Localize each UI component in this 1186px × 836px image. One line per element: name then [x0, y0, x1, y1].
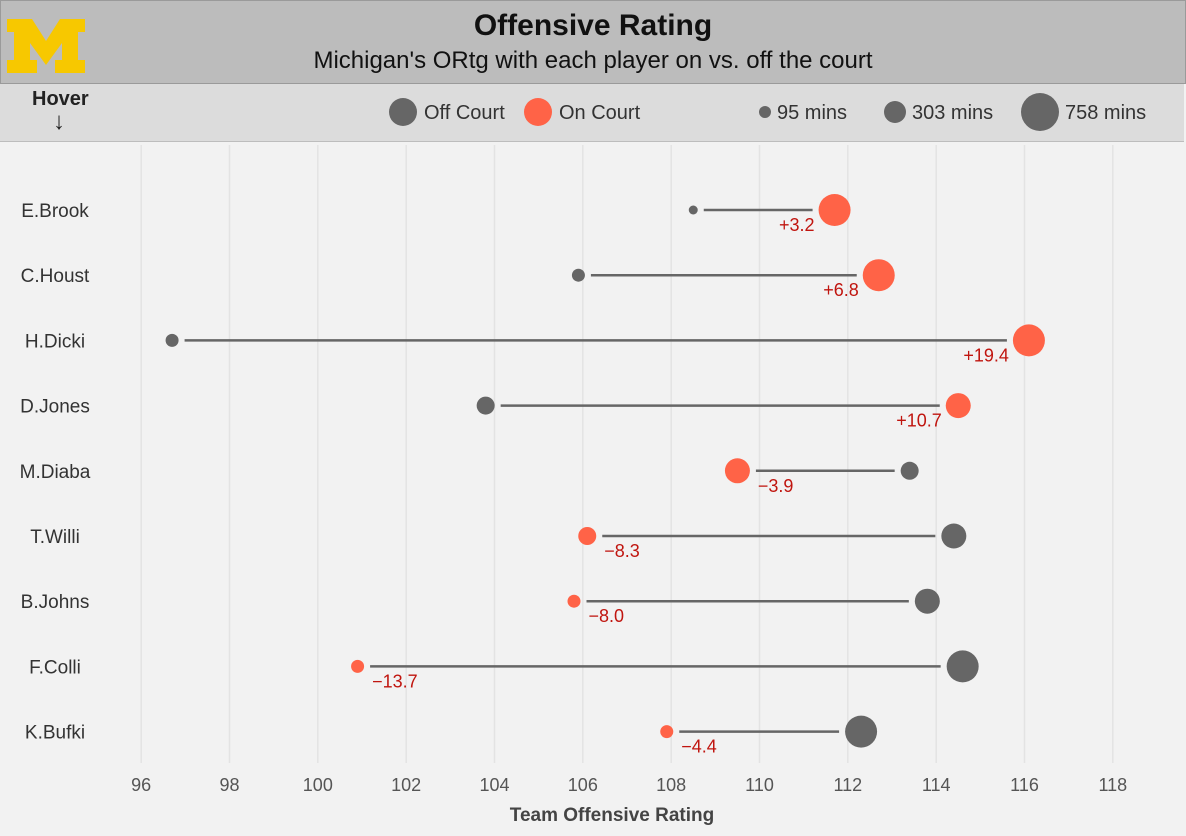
on-court-dot[interactable]	[578, 527, 597, 545]
legend-size-swatch	[884, 101, 906, 123]
player-name: H.Dicki	[25, 331, 85, 352]
x-tick-label: 116	[1010, 775, 1039, 795]
legend-size-swatch	[759, 106, 771, 118]
player-name: B.Johns	[21, 592, 90, 613]
off-court-dot[interactable]	[476, 396, 495, 415]
off-court-dot[interactable]	[845, 715, 878, 748]
x-tick-label: 102	[391, 775, 421, 795]
player-rows: E.Brook +3.2 C.Houst +6.8 H.Dicki +19.4 D.Jone…	[20, 194, 1045, 757]
legend-color-swatch	[524, 98, 552, 126]
x-tick-label: 110	[745, 775, 774, 795]
x-axis-title: Team Offensive Rating	[510, 805, 714, 826]
off-court-dot[interactable]	[914, 588, 940, 614]
player-row[interactable]: D.Jones +10.7	[20, 393, 971, 431]
on-court-dot[interactable]	[945, 393, 971, 419]
x-axis-ticks: 96 98 100 102 104 106 108 110 112 114 116 118	[131, 775, 1127, 795]
hover-label[interactable]: Hover	[32, 88, 89, 110]
x-tick-label: 118	[1098, 775, 1127, 795]
on-court-dot[interactable]	[724, 458, 750, 484]
x-tick-label: 96	[131, 775, 151, 795]
legend-color-label: Off Court	[424, 102, 505, 124]
on-court-dot[interactable]	[351, 659, 365, 673]
player-name: M.Diaba	[20, 462, 91, 483]
arrow-down-icon: ↓	[53, 108, 65, 135]
difference-label: +10.7	[896, 411, 942, 431]
legend: Off Court On Court 95 mins 303 mins 758 mins	[389, 93, 1146, 131]
legend-size-label: 303 mins	[912, 102, 993, 124]
player-name: K.Bufki	[25, 723, 85, 744]
legend-size-label: 758 mins	[1065, 102, 1146, 124]
on-court-dot[interactable]	[660, 725, 674, 739]
x-tick-label: 98	[219, 775, 239, 795]
player-row[interactable]: T.Willi −8.3	[30, 523, 967, 562]
player-row[interactable]: K.Bufki −4.4	[25, 715, 878, 757]
legend-size-label: 95 mins	[777, 102, 847, 124]
x-tick-label: 106	[568, 775, 598, 795]
difference-label: −4.4	[681, 737, 717, 757]
x-tick-label: 112	[833, 775, 862, 795]
difference-label: −13.7	[372, 671, 418, 691]
x-tick-label: 114	[922, 775, 951, 795]
title-bar: Offensive Rating Michigan's ORtg with ea…	[0, 0, 1186, 84]
player-row[interactable]: E.Brook +3.2	[21, 194, 851, 235]
legend-color-label: On Court	[559, 102, 641, 124]
x-tick-label: 100	[303, 775, 333, 795]
player-row[interactable]: F.Colli −13.7	[29, 650, 979, 691]
off-court-dot[interactable]	[900, 461, 919, 480]
player-row[interactable]: B.Johns −8.0	[21, 588, 940, 627]
grid-lines	[140, 145, 1114, 763]
player-row[interactable]: H.Dicki +19.4	[25, 324, 1045, 365]
on-court-dot[interactable]	[1012, 324, 1045, 357]
on-court-dot[interactable]	[862, 259, 895, 292]
michigan-logo-icon	[7, 19, 85, 73]
chart-subtitle: Michigan's ORtg with each player on vs. …	[313, 47, 873, 74]
legend-size-swatch	[1021, 93, 1059, 131]
on-court-dot[interactable]	[567, 594, 581, 608]
player-name: D.Jones	[20, 397, 90, 418]
player-name: T.Willi	[30, 527, 80, 548]
player-row[interactable]: C.Houst +6.8	[21, 259, 895, 300]
difference-label: +6.8	[823, 280, 859, 300]
on-court-dot[interactable]	[818, 194, 851, 226]
off-court-dot[interactable]	[941, 523, 967, 549]
difference-label: +3.2	[779, 215, 815, 235]
x-tick-label: 108	[656, 775, 686, 795]
player-name: F.Colli	[29, 657, 81, 678]
legend-bar: Hover ↓ Off Court On Court 95 mins 303 mins…	[0, 84, 1184, 142]
player-name: C.Houst	[21, 266, 90, 287]
off-court-dot[interactable]	[165, 333, 179, 347]
difference-label: −8.0	[589, 606, 625, 626]
player-row[interactable]: M.Diaba −3.9	[20, 458, 919, 496]
off-court-dot[interactable]	[688, 205, 698, 215]
difference-label: +19.4	[963, 345, 1009, 365]
chart-title: Offensive Rating	[473, 9, 713, 42]
difference-label: −8.3	[604, 541, 640, 561]
player-name: E.Brook	[21, 201, 89, 222]
off-court-dot[interactable]	[571, 268, 585, 282]
difference-label: −3.9	[758, 476, 794, 496]
off-court-dot[interactable]	[946, 650, 979, 683]
x-tick-label: 104	[479, 775, 509, 795]
legend-color-swatch	[389, 98, 417, 126]
